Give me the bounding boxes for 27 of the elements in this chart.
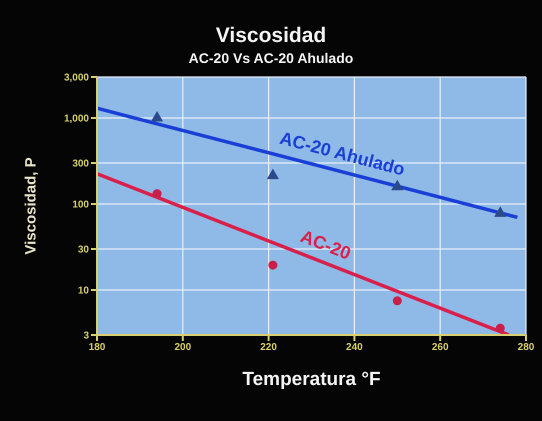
x-tick-label: 180 xyxy=(88,342,106,354)
x-axis-title: Temperatura °F xyxy=(242,369,381,390)
text: AC-20 Ahulado xyxy=(278,128,407,180)
y-tick-label: 3,000 xyxy=(64,72,90,84)
x-tick-label: 280 xyxy=(518,342,535,354)
y-tick-label: 100 xyxy=(72,200,90,211)
x-tick-label: 200 xyxy=(174,342,192,354)
point xyxy=(266,168,279,180)
y-tick-label: 3 xyxy=(83,330,90,342)
y-axis-title: Viscosidad, P xyxy=(22,157,40,255)
point xyxy=(496,324,505,333)
point xyxy=(268,260,278,270)
y-tick-label: 1,000 xyxy=(64,114,90,125)
point xyxy=(152,189,162,198)
x-tick-label: 240 xyxy=(346,342,364,354)
chart-title: Viscosidad xyxy=(214,24,328,48)
point xyxy=(494,206,506,217)
y-tick-label: 300 xyxy=(72,158,90,170)
point xyxy=(392,296,402,306)
chart-subtitle: AC-20 Vs AC-20 Ahulado xyxy=(188,50,354,66)
point xyxy=(391,180,404,190)
y-tick-label: 30 xyxy=(78,244,90,256)
point xyxy=(150,111,164,122)
text: AC-20 xyxy=(298,226,354,264)
x-tick-label: 220 xyxy=(260,342,278,354)
y-tick-label: 10 xyxy=(78,286,90,297)
x-tick-label: 260 xyxy=(432,342,449,354)
